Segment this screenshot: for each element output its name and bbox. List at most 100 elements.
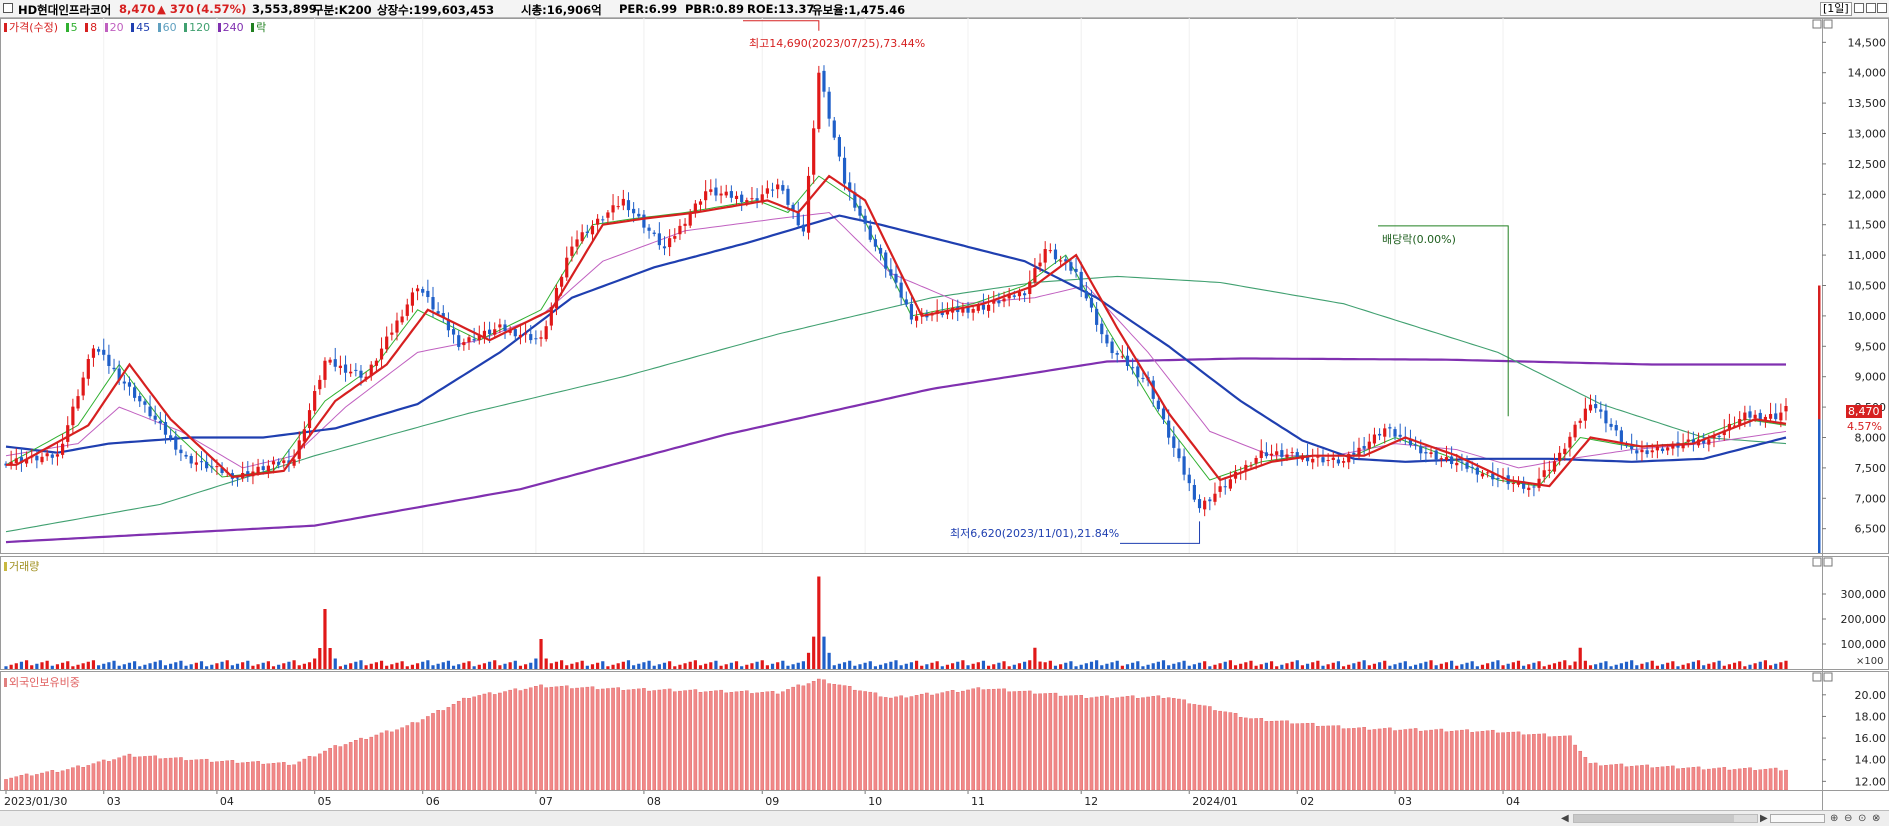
- candle-body: [698, 201, 703, 205]
- foreign-ownership-bar: [1105, 695, 1109, 791]
- volume-bar: [431, 665, 435, 669]
- foreign-ownership-bar: [714, 690, 718, 791]
- volume-bar: [1578, 647, 1582, 669]
- candle-body: [390, 332, 394, 335]
- candle-body: [143, 401, 147, 405]
- candle-body: [770, 189, 775, 191]
- volume-bar: [1249, 660, 1253, 669]
- foreign-ownership-bar: [369, 736, 374, 791]
- scroll-track[interactable]: [1573, 814, 1758, 823]
- volume-bar: [894, 660, 898, 669]
- volume-bar: [930, 662, 934, 669]
- scroll-right-icon[interactable]: ▶: [1760, 813, 1768, 824]
- maximize-icon[interactable]: [1866, 3, 1876, 13]
- ma20-legend-marker: [104, 23, 108, 32]
- volume-bar: [1172, 663, 1176, 669]
- zoom-fit-icon[interactable]: ⊙: [1858, 813, 1867, 824]
- candle-body: [302, 429, 306, 442]
- candle-body: [806, 175, 811, 233]
- candle-body: [158, 420, 162, 424]
- volume-bar: [1290, 661, 1294, 669]
- volume-bar: [1414, 664, 1418, 669]
- zoom-reset-icon[interactable]: ⊗: [1872, 813, 1881, 824]
- volume-bar: [441, 662, 445, 669]
- volume-bar: [19, 661, 24, 669]
- foreign-ownership-bar: [636, 688, 641, 791]
- candle-body: [611, 205, 615, 213]
- panel-close-icon: [1823, 19, 1833, 29]
- volume-bar: [1264, 662, 1268, 669]
- x-tick-label: 10: [868, 795, 882, 808]
- volume-bar: [1635, 665, 1639, 669]
- foreign-ownership-bar: [271, 763, 276, 791]
- candle-body: [1619, 430, 1623, 442]
- volume-y-tick-label: 100,000: [1841, 638, 1887, 651]
- volume-bar: [1465, 662, 1469, 669]
- volume-bar: [832, 665, 836, 669]
- panel-toggle-checkbox[interactable]: [3, 3, 13, 13]
- candle-body: [853, 192, 857, 208]
- volume-bar: [1624, 661, 1629, 669]
- zoom-out-icon[interactable]: ⊖: [1844, 813, 1853, 824]
- volume-bar: [678, 664, 682, 669]
- candle-body: [1156, 400, 1160, 410]
- candle-body: [1167, 420, 1171, 438]
- candle-body: [1563, 448, 1567, 455]
- volume-bar: [343, 664, 348, 669]
- volume-bar: [580, 660, 584, 669]
- ma5-legend-label: 5: [70, 21, 78, 34]
- volume-bar: [729, 662, 733, 669]
- zoom-slider[interactable]: [1770, 814, 1825, 823]
- foreign-ownership-bar: [1033, 693, 1037, 791]
- foreign-ownership-bar: [1388, 727, 1392, 791]
- foreign-ownership-bar: [127, 753, 132, 791]
- period-button[interactable]: [1일]: [1820, 2, 1852, 16]
- volume-bar: [1784, 660, 1788, 669]
- foreign-ownership-bar: [1192, 704, 1197, 791]
- foreign-ownership-bar: [1712, 768, 1716, 791]
- volume-bar: [1568, 665, 1572, 669]
- foreign-ownership-bar: [348, 742, 353, 791]
- foreign-ownership-bar: [1208, 706, 1212, 791]
- foreign-ownership-bar: [1660, 766, 1665, 791]
- volume-bar: [1197, 662, 1202, 669]
- zoom-in-icon[interactable]: ⊕: [1830, 813, 1839, 824]
- candle-body: [1743, 412, 1747, 421]
- volume-bar: [359, 660, 363, 669]
- stock-chart[interactable]: 6,5007,0007,5008,0008,5009,0009,50010,00…: [0, 18, 1889, 810]
- candle-body: [1583, 408, 1587, 421]
- foreign-ownership-bar: [1578, 750, 1583, 791]
- volume-bar: [611, 664, 615, 669]
- candle-body: [966, 306, 970, 313]
- ma120-legend-marker: [184, 23, 188, 32]
- foreign-ownership-bar: [1650, 767, 1655, 791]
- candle-body: [997, 300, 1001, 304]
- candle-body: [1038, 262, 1042, 267]
- volume-bar: [1151, 663, 1155, 669]
- foreign-ownership-bar: [626, 689, 631, 791]
- candle-body: [405, 304, 409, 316]
- volume-bar: [24, 660, 29, 669]
- close-icon[interactable]: [1877, 3, 1887, 13]
- candle-body: [904, 299, 908, 305]
- candle-body: [138, 396, 142, 402]
- foreign-ownership-bar: [343, 744, 348, 791]
- foreign-ownership-bar: [1439, 728, 1444, 791]
- candle-body: [1419, 446, 1423, 454]
- foreign-ownership-bar: [925, 692, 929, 791]
- scroll-thumb[interactable]: [1574, 815, 1734, 822]
- volume-bar: [616, 663, 620, 669]
- high-price-annotation: 최고14,690(2023/07/25),73.44%: [749, 37, 926, 50]
- candle-body: [873, 239, 878, 247]
- candle-body: [673, 236, 677, 239]
- candle-body: [1105, 334, 1109, 344]
- minimize-icon[interactable]: [1854, 3, 1864, 13]
- foreign-ownership-bar: [117, 757, 121, 791]
- volume-bar: [1527, 664, 1531, 669]
- scroll-left-icon[interactable]: ◀: [1561, 813, 1569, 824]
- volume-bar: [477, 664, 481, 669]
- stock-name[interactable]: HD현대인프라코어: [18, 3, 112, 17]
- candle-body: [1645, 450, 1649, 455]
- candle-body: [1732, 425, 1737, 427]
- x-tick-label: 04: [1506, 795, 1520, 808]
